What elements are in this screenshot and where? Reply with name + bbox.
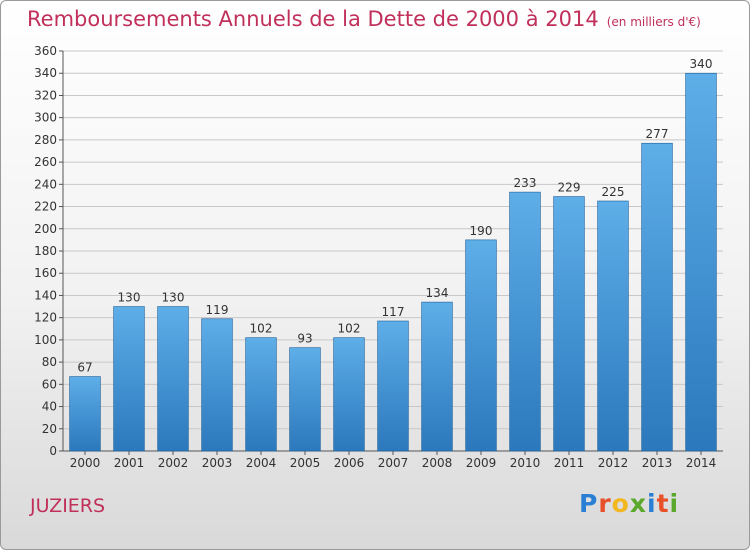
data-label-2011: 229 — [558, 181, 581, 195]
data-label-2003: 119 — [206, 303, 229, 317]
y-tick-label: 0 — [49, 444, 57, 458]
logo-letter: r — [598, 489, 612, 518]
chart-unit: (en milliers d'€) — [606, 15, 701, 29]
x-tick-label-2006: 2006 — [334, 456, 365, 470]
logo-letter: i — [669, 489, 680, 518]
logo-letter: i — [647, 489, 657, 518]
y-tick-label: 100 — [34, 333, 57, 347]
x-tick-label-2002: 2002 — [158, 456, 189, 470]
bar-2001 — [113, 306, 145, 452]
bar-2000 — [69, 376, 101, 452]
data-label-2008: 134 — [426, 286, 449, 300]
y-tick-label: 280 — [34, 133, 57, 147]
logo-letter: t — [656, 489, 670, 518]
bar-2007 — [377, 320, 409, 452]
y-tick-label: 40 — [42, 400, 57, 414]
x-tick-label-2003: 2003 — [202, 456, 233, 470]
x-tick-label-2012: 2012 — [598, 456, 629, 470]
bar-2003 — [201, 318, 233, 452]
bar-2013 — [641, 142, 673, 452]
proxiti-logo: Proxiti — [579, 489, 679, 518]
commune-name: JUZIERS — [30, 495, 106, 517]
x-tick-label-2008: 2008 — [422, 456, 453, 470]
x-tick-label-2011: 2011 — [554, 456, 585, 470]
y-tick-label: 20 — [42, 422, 57, 436]
x-tick-label-2013: 2013 — [642, 456, 673, 470]
data-label-2005: 93 — [297, 332, 312, 346]
data-labels: 67 130 130 119 102 93 102 117 134 190 233 229 225 277… — [77, 57, 712, 374]
y-tick-label: 140 — [34, 288, 57, 302]
bar-2006 — [333, 337, 365, 452]
bar-2009 — [465, 239, 497, 452]
data-label-2001: 130 — [118, 291, 141, 305]
x-tick-labels: 2000 2001 2002 2003 2004 2005 2006 2007 2008 2009… — [70, 456, 717, 470]
bars — [69, 72, 717, 452]
data-label-2004: 102 — [250, 322, 273, 336]
bar-2012 — [597, 200, 629, 452]
y-tick-label: 220 — [34, 200, 57, 214]
x-tick-label-2004: 2004 — [246, 456, 277, 470]
y-tick-label: 240 — [34, 177, 57, 191]
data-label-2012: 225 — [602, 185, 625, 199]
x-tick-label-2009: 2009 — [466, 456, 497, 470]
y-tick-label: 300 — [34, 111, 57, 125]
y-tick-label: 360 — [34, 44, 57, 58]
y-tick-label: 80 — [42, 355, 57, 369]
y-tick-label: 260 — [34, 155, 57, 169]
data-label-2009: 190 — [470, 224, 493, 238]
x-tick-label-2014: 2014 — [686, 456, 717, 470]
data-label-2006: 102 — [338, 322, 361, 336]
x-tick-label-2001: 2001 — [114, 456, 145, 470]
bar-2010 — [509, 191, 541, 452]
x-tick-label-2000: 2000 — [70, 456, 101, 470]
data-label-2000: 67 — [77, 361, 92, 375]
y-tick-label: 180 — [34, 244, 57, 258]
x-tick-label-2007: 2007 — [378, 456, 409, 470]
bar-2008 — [421, 301, 453, 452]
bar-2002 — [157, 306, 189, 452]
chart-title: Remboursements Annuels de la Dette de 20… — [27, 7, 599, 31]
bar-2004 — [245, 337, 277, 452]
data-label-2002: 130 — [162, 291, 185, 305]
y-tick-labels: 0 20 40 60 80 100 120 140 160 180 200 220 240 260 280 3… — [34, 44, 57, 458]
logo-letter: x — [629, 489, 647, 518]
data-label-2007: 117 — [382, 305, 405, 319]
bar-2005 — [289, 347, 321, 452]
logo-letter: P — [579, 489, 599, 518]
bar-2014 — [685, 72, 717, 452]
y-tick-label: 160 — [34, 266, 57, 280]
x-tick-label-2010: 2010 — [510, 456, 541, 470]
data-label-2010: 233 — [514, 176, 537, 190]
y-tick-label: 200 — [34, 222, 57, 236]
bar-2011 — [553, 196, 585, 452]
chart-title-block: Remboursements Annuels de la Dette de 20… — [27, 7, 701, 31]
y-tick-label: 320 — [34, 88, 57, 102]
y-tick-label: 60 — [42, 377, 57, 391]
y-tick-label: 340 — [34, 66, 57, 80]
logo-letter: o — [611, 489, 630, 518]
x-tick-label-2005: 2005 — [290, 456, 321, 470]
data-label-2013: 277 — [646, 127, 669, 141]
data-label-2014: 340 — [690, 57, 713, 71]
y-tick-label: 120 — [34, 311, 57, 325]
